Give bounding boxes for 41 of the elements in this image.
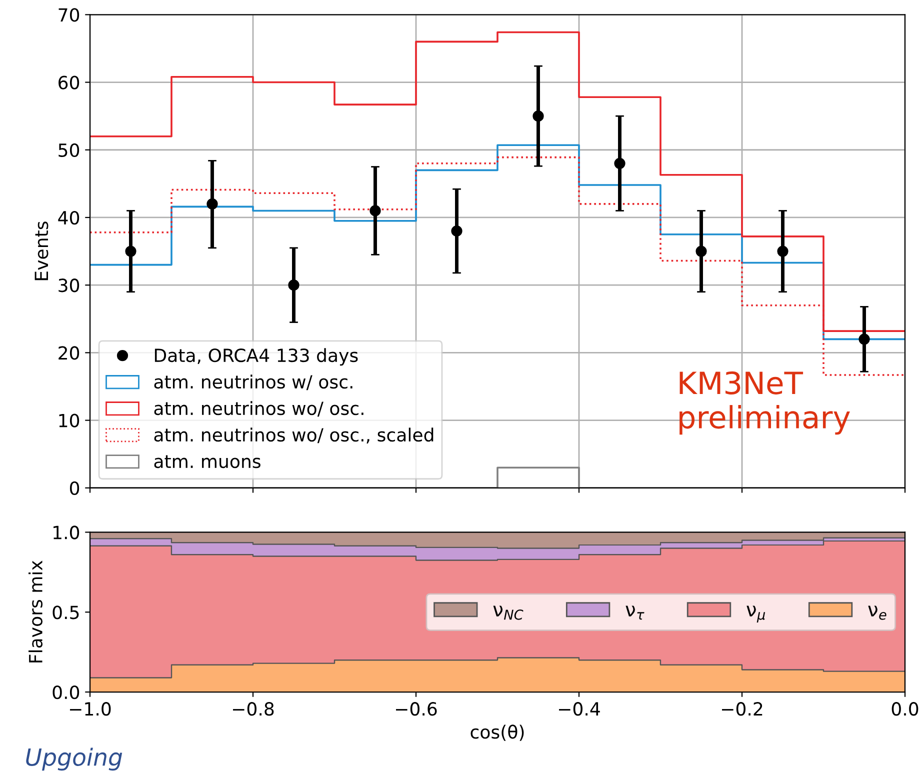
y-tick-label: 0.0 [52,685,80,700]
y-tick-label: 50 [58,143,80,157]
point [288,280,300,291]
y-tick-label: 30 [58,278,80,292]
point [206,198,218,210]
point [696,246,707,257]
legend-label: ν$_{NC}$ [493,606,524,620]
legend-label: ν$_{τ}$ [626,606,644,620]
point [370,205,381,216]
y-tick-label: 0.5 [52,606,79,620]
y-tick-label: 1.0 [54,526,80,540]
legend-label: ν$_{e}$ [868,606,886,620]
y-tick-label: 60 [58,76,80,90]
point [125,246,136,257]
x-tick-label: −0.6 [396,702,437,716]
y-tick-label: 20 [58,346,80,360]
annotation: KM3NeT preliminary [680,371,850,435]
x-tick-label: −0.4 [558,702,600,716]
x-tick-label: 0.0 [892,702,918,716]
y-tick-label: 70 [58,8,80,22]
point [451,225,462,237]
y-tick-label: 0 [70,481,80,496]
y-tick-label: 10 [59,414,80,428]
legend-label: Data, ORCA4 133 days [154,348,358,366]
legend-label: atm. neutrinos wo/ osc. [154,401,364,417]
x-axis-title: cos(θ) [470,724,524,741]
x-tick-label: −0.2 [722,702,762,716]
y-axis-title: Flavors mix [28,560,43,662]
point [777,246,788,257]
x-tick-label: −0.8 [232,702,274,716]
text: Upgoing [26,748,122,771]
point [858,334,870,345]
y-axis-title: Events [34,222,48,280]
legend-label: atm. muons [154,455,260,468]
point [532,110,544,122]
point [614,158,626,169]
legend-label: atm. neutrinos w/ osc. [154,374,352,390]
legend-label: ν$_{μ}$ [746,606,766,622]
y-tick-label: 40 [58,210,80,225]
legend-label: atm. neutrinos wo/ osc., scaled [154,428,434,444]
x-tick-label: −1.0 [70,702,111,716]
